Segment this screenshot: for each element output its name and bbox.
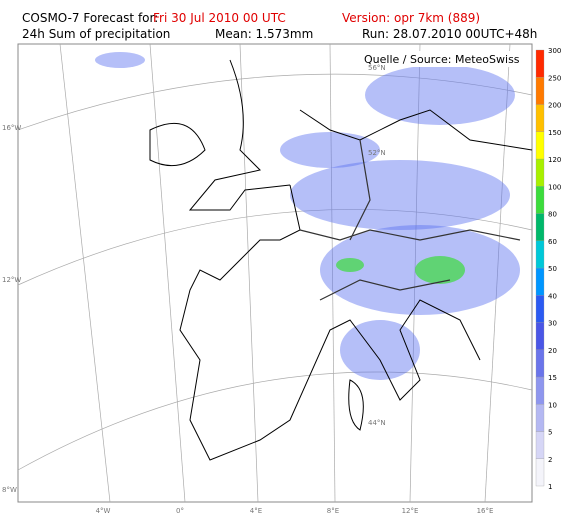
colorbar-segment bbox=[535, 77, 545, 105]
colorbar-label: 60 bbox=[548, 238, 557, 246]
colorbar-segment bbox=[535, 322, 545, 350]
colorbar-segment bbox=[535, 431, 545, 459]
graticule bbox=[17, 43, 533, 503]
colorbar-label: 5 bbox=[548, 429, 552, 437]
colorbar-segment bbox=[535, 49, 545, 78]
lon-label: 12°W bbox=[2, 276, 21, 284]
colorbar-label: 40 bbox=[548, 292, 557, 300]
colorbar-segment bbox=[535, 104, 545, 132]
colorbar-segment bbox=[535, 240, 545, 269]
lon-label: 16°E bbox=[477, 507, 494, 515]
colorbar-segment bbox=[535, 376, 545, 405]
lon-label: 8°E bbox=[327, 507, 339, 515]
header-date: Fri 30 Jul 2010 00 UTC bbox=[153, 11, 286, 25]
colorbar-segment bbox=[535, 458, 545, 487]
colorbar-segment bbox=[535, 295, 545, 323]
header-label: COSMO-7 Forecast for: bbox=[22, 11, 158, 25]
precipitation-heavy bbox=[336, 256, 465, 284]
colorbar-segment bbox=[535, 131, 545, 160]
header-version: Version: opr 7km (889) bbox=[342, 11, 480, 25]
colorbar-label: 150 bbox=[548, 129, 561, 137]
colorbar-label: 1 bbox=[548, 483, 552, 491]
lon-label: 8°W bbox=[2, 486, 17, 494]
borders bbox=[299, 139, 521, 301]
colorbar-label: 15 bbox=[548, 374, 557, 382]
lon-label: 12°E bbox=[402, 507, 419, 515]
lat-label: 56°N bbox=[368, 64, 386, 72]
colorbar-segment bbox=[535, 213, 545, 241]
colorbar: 1 2 5 10 15 20 30 40 50 60 80 100 120 150 200 250 300 bbox=[535, 47, 561, 491]
graticule-labels: 56°N 52°N 44°N 16°W 12°W 8°W 4°W 0° 4°E 8°E 12°E 16… bbox=[2, 64, 493, 515]
coastlines bbox=[149, 59, 533, 461]
lon-label: 4°W bbox=[96, 507, 111, 515]
colorbar-label: 250 bbox=[548, 74, 561, 82]
lon-label: 16°W bbox=[2, 124, 21, 132]
colorbar-label: 300 bbox=[548, 47, 561, 55]
colorbar-label: 20 bbox=[548, 347, 557, 355]
colorbar-label: 50 bbox=[548, 265, 557, 273]
header-mean: Mean: 1.573mm bbox=[215, 27, 313, 41]
colorbar-segment bbox=[535, 349, 545, 378]
map bbox=[17, 43, 533, 503]
lon-label: 0° bbox=[176, 507, 184, 515]
colorbar-label: 80 bbox=[548, 211, 557, 219]
colorbar-label: 30 bbox=[548, 320, 557, 328]
source: Quelle / Source: MeteoSwiss bbox=[364, 53, 520, 66]
colorbar-segment bbox=[535, 404, 545, 432]
header-run: Run: 28.07.2010 00UTC+48h bbox=[362, 27, 537, 41]
colorbar-segment bbox=[535, 186, 545, 214]
colorbar-segment bbox=[535, 267, 545, 296]
header-product: 24h Sum of precipitation bbox=[22, 27, 170, 41]
colorbar-label: 100 bbox=[548, 183, 561, 191]
colorbar-label: 200 bbox=[548, 102, 561, 110]
colorbar-segment bbox=[535, 158, 545, 187]
colorbar-label: 10 bbox=[548, 401, 557, 409]
colorbar-label: 2 bbox=[548, 456, 552, 464]
lon-label: 4°E bbox=[250, 507, 262, 515]
colorbar-label: 120 bbox=[548, 156, 561, 164]
lat-label: 44°N bbox=[368, 419, 386, 427]
source-box bbox=[358, 51, 530, 67]
lat-label: 52°N bbox=[368, 149, 386, 157]
